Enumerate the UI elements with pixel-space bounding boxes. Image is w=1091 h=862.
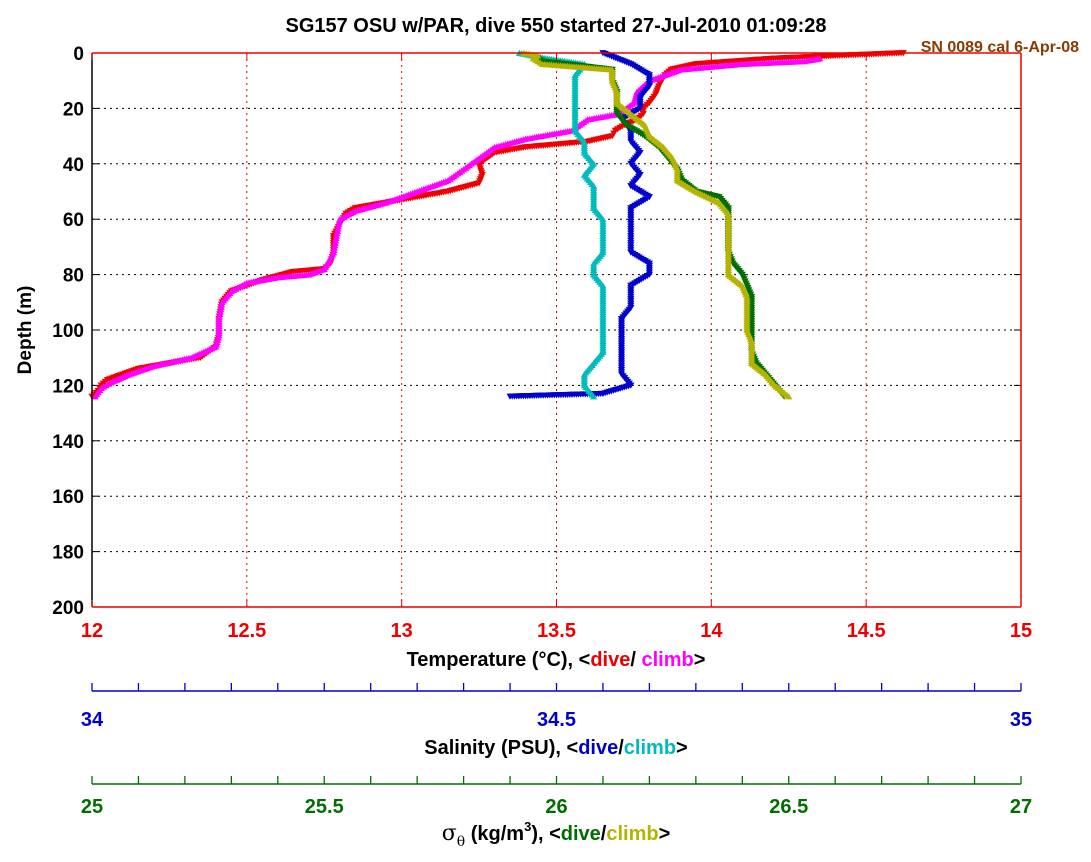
salinity-climb-point — [590, 393, 598, 400]
sigma-axis-label: σθ (kg/m3), <dive/climb> — [442, 819, 671, 850]
temperature-tick-label: 14.5 — [847, 620, 886, 642]
temperature-climb-point — [330, 244, 339, 251]
temperature-climb-point — [336, 215, 344, 223]
temperature-tick-label: 12 — [81, 620, 103, 642]
temperature-climb-point — [330, 246, 338, 253]
y-axis-label: Depth (m) — [15, 286, 36, 375]
y-tick-label: 140 — [52, 432, 84, 453]
y-tick-label: 60 — [63, 210, 84, 231]
temperature-climb-point — [331, 242, 339, 249]
salinity-dive-series — [506, 50, 653, 400]
y-tick-label: 0 — [73, 44, 84, 65]
x-axes: 12 12.5 13 13.5 14 14.5 15 Temperature (°C), <d… — [81, 53, 1032, 850]
temperature-climb-series — [91, 55, 824, 400]
sigma-tick-label: 27 — [1010, 796, 1032, 818]
salinity-axis: 34 34.5 35 Salinity (PSU), <dive/climb> — [81, 683, 1032, 759]
chart-title: SG157 OSU w/PAR, dive 550 started 27-Jul… — [285, 15, 826, 37]
temperature-climb-point — [331, 239, 339, 246]
temperature-climb-point — [334, 225, 342, 232]
y-tick-label: 160 — [52, 487, 84, 508]
temperature-climb-point — [332, 237, 340, 244]
calibration-note: SN 0089 cal 6-Apr-08 — [921, 39, 1079, 56]
temperature-tick-label: 15 — [1010, 620, 1032, 642]
temperature-climb-point — [218, 301, 226, 308]
salinity-tick-label: 34.5 — [537, 709, 576, 731]
temperature-climb-point — [218, 299, 226, 306]
sigma-axis: 25 25.5 26 26.5 27 σθ (kg/m3), <dive/climb> — [81, 776, 1032, 850]
sigma-tick-label: 25 — [81, 796, 103, 818]
temperature-climb-point — [335, 220, 343, 227]
data-series — [88, 49, 907, 400]
temperature-climb-point — [332, 234, 340, 242]
temperature-tick-label: 13.5 — [537, 620, 576, 642]
salinity-dive-point — [506, 393, 514, 400]
temperature-tick-label: 13 — [391, 620, 413, 642]
temperature-climb-point — [333, 232, 341, 239]
temperature-climb-point — [333, 227, 342, 234]
temperature-climb-point — [333, 230, 341, 237]
y-tick-label: 180 — [52, 543, 84, 564]
sigma-tick-label: 26.5 — [769, 796, 808, 818]
salinity-axis-label: Salinity (PSU), <dive/climb> — [424, 737, 687, 759]
temperature-climb-point — [217, 303, 225, 310]
sigma-climb-point — [785, 393, 793, 400]
y-tick-label: 200 — [52, 598, 84, 619]
salinity-tick-label: 35 — [1010, 709, 1032, 731]
salinity-tick-label: 34 — [81, 709, 104, 731]
temperature-climb-point — [215, 313, 224, 320]
temperature-climb-point — [91, 393, 99, 400]
temperature-axis: 12 12.5 13 13.5 14 14.5 15 Temperature (°C), <d… — [81, 53, 1032, 671]
temperature-climb-point — [216, 310, 224, 318]
sigma-tick-label: 25.5 — [305, 796, 344, 818]
temperature-climb-point — [216, 308, 224, 315]
y-axis-ticks: 0 20 40 60 80 100 120 140 160 180 200 — [52, 44, 1021, 619]
sigma-climb-series — [520, 49, 793, 400]
y-tick-label: 80 — [63, 266, 84, 287]
y-tick-label: 40 — [63, 155, 84, 176]
temperature-tick-label: 14 — [700, 620, 723, 642]
temperature-tick-label: 12.5 — [227, 620, 266, 642]
y-tick-label: 100 — [52, 321, 84, 342]
y-tick-label: 20 — [63, 99, 84, 120]
temperature-axis-label: Temperature (°C), <dive/ climb> — [407, 649, 706, 671]
y-tick-label: 120 — [52, 376, 84, 397]
sigma-tick-label: 26 — [545, 796, 567, 818]
temperature-climb-point — [334, 223, 343, 230]
temperature-climb-point — [217, 306, 225, 313]
grid-lines — [92, 53, 1021, 607]
temperature-climb-point — [335, 218, 343, 225]
